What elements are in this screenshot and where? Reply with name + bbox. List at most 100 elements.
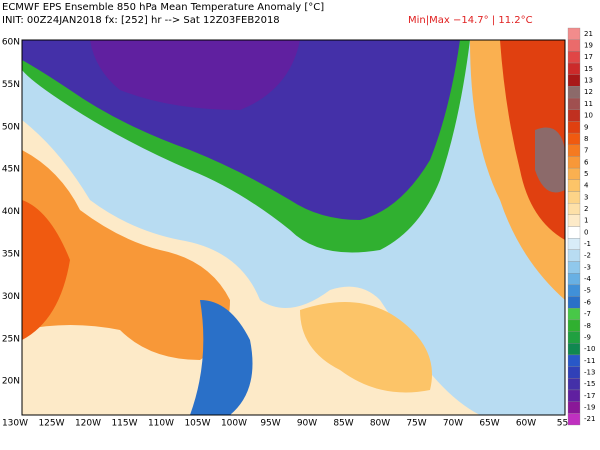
colorbar-label: -3	[584, 263, 591, 271]
map	[22, 40, 565, 415]
colorbar-label: 21	[584, 30, 593, 38]
lon-label: 70W	[443, 419, 463, 429]
colorbar-swatch	[567, 261, 581, 274]
lat-label: 30N	[2, 292, 20, 302]
colorbar-label: 15	[584, 65, 593, 73]
colorbar-swatch	[567, 51, 581, 64]
colorbar-swatch	[567, 343, 581, 356]
lat-label: 20N	[2, 377, 20, 387]
colorbar-label: -11	[584, 357, 595, 365]
colorbar-label: -19	[584, 403, 595, 411]
title: ECMWF EPS Ensemble 850 hPa Mean Temperat…	[2, 2, 324, 13]
lat-label: 60N	[2, 38, 20, 48]
colorbar-swatch	[567, 366, 581, 379]
colorbar-swatch	[567, 284, 581, 297]
lat-label: 45N	[2, 165, 20, 175]
colorbar-swatch	[567, 109, 581, 122]
colorbar-label: 7	[584, 147, 588, 155]
lon-label: 125W	[38, 419, 64, 429]
colorbar-label: -21	[584, 415, 595, 423]
colorbar-swatch	[567, 191, 581, 204]
colorbar-label: 12	[584, 88, 593, 96]
lat-label: 35N	[2, 250, 20, 260]
lat-label: 55N	[2, 80, 20, 90]
colorbar-swatch	[567, 249, 581, 262]
colorbar-label: 0	[584, 228, 588, 236]
lon-label: 105W	[184, 419, 210, 429]
colorbar-label: -8	[584, 322, 591, 330]
lon-label: 100W	[221, 419, 247, 429]
colorbar-label: 9	[584, 123, 588, 131]
colorbar-swatch	[567, 308, 581, 321]
cold-core	[90, 40, 300, 110]
colorbar-label: -17	[584, 392, 595, 400]
colorbar-label: 13	[584, 77, 593, 85]
colorbar-swatch	[567, 121, 581, 134]
colorbar-swatch	[567, 74, 581, 87]
colorbar-swatch	[567, 86, 581, 99]
lon-label: 80W	[370, 419, 390, 429]
colorbar-label: 1	[584, 217, 588, 225]
lon-label: 55	[557, 419, 568, 429]
lon-label: 95W	[260, 419, 280, 429]
colorbar-label: 11	[584, 100, 593, 108]
colorbar-swatch	[567, 238, 581, 251]
colorbar-swatch	[567, 331, 581, 344]
colorbar-label: 10	[584, 112, 593, 120]
colorbar-swatch	[567, 62, 581, 75]
colorbar-label: -9	[584, 333, 591, 341]
colorbar-label: 17	[584, 53, 593, 61]
colorbar-label: 3	[584, 193, 588, 201]
colorbar-swatch	[567, 39, 581, 52]
lon-label: 60W	[516, 419, 536, 429]
colorbar-swatch	[567, 389, 581, 402]
colorbar-label: 19	[584, 42, 593, 50]
lat-label: 40N	[2, 207, 20, 217]
map-frame	[21, 39, 566, 416]
colorbar-swatch	[567, 156, 581, 169]
colorbar-label: -5	[584, 287, 591, 295]
colorbar-swatch	[567, 167, 581, 180]
lat-label: 25N	[2, 334, 20, 344]
colorbar-swatch	[567, 354, 581, 367]
lon-label: 75W	[406, 419, 426, 429]
colorbar-label: 2	[584, 205, 588, 213]
lon-label: 130W	[2, 419, 28, 429]
colorbar-label: 8	[584, 135, 588, 143]
colorbar-swatch	[567, 202, 581, 215]
lon-label: 85W	[333, 419, 353, 429]
hot-west	[22, 200, 70, 340]
colorbar-swatch	[567, 273, 581, 286]
init-line: INIT: 00Z24JAN2018 fx: [252] hr --> Sat …	[2, 15, 280, 26]
colorbar-swatch	[567, 27, 581, 40]
colorbar-label: 5	[584, 170, 588, 178]
colorbar-label: -2	[584, 252, 591, 260]
colorbar-label: -4	[584, 275, 592, 283]
cold-mexico	[190, 300, 253, 415]
lon-label: 120W	[75, 419, 101, 429]
colorbar-label: -1	[584, 240, 591, 248]
colorbar-swatch	[567, 413, 581, 426]
colorbar-label: 4	[584, 182, 589, 190]
colorbar-swatch	[567, 401, 581, 414]
colorbar-label: -7	[584, 310, 591, 318]
max-anomaly	[535, 127, 565, 193]
colorbar-swatch	[567, 378, 581, 391]
colorbar-swatch	[567, 226, 581, 239]
colorbar-swatch	[567, 144, 581, 157]
lon-label: 110W	[148, 419, 174, 429]
colorbar-label: 6	[584, 158, 589, 166]
colorbar-label: -10	[584, 345, 595, 353]
lat-label: 50N	[2, 122, 20, 132]
colorbar-swatch	[567, 319, 581, 332]
lon-label: 65W	[479, 419, 499, 429]
colorbar-label: -15	[584, 380, 595, 388]
lon-label: 90W	[297, 419, 317, 429]
min-max: Min|Max −14.7° | 11.2°C	[408, 15, 533, 26]
colorbar-swatch	[567, 296, 581, 309]
colorbar-swatch	[567, 214, 581, 227]
colorbar-swatch	[567, 132, 581, 145]
colorbar-label: -6	[584, 298, 592, 306]
colorbar-label: -13	[584, 368, 595, 376]
